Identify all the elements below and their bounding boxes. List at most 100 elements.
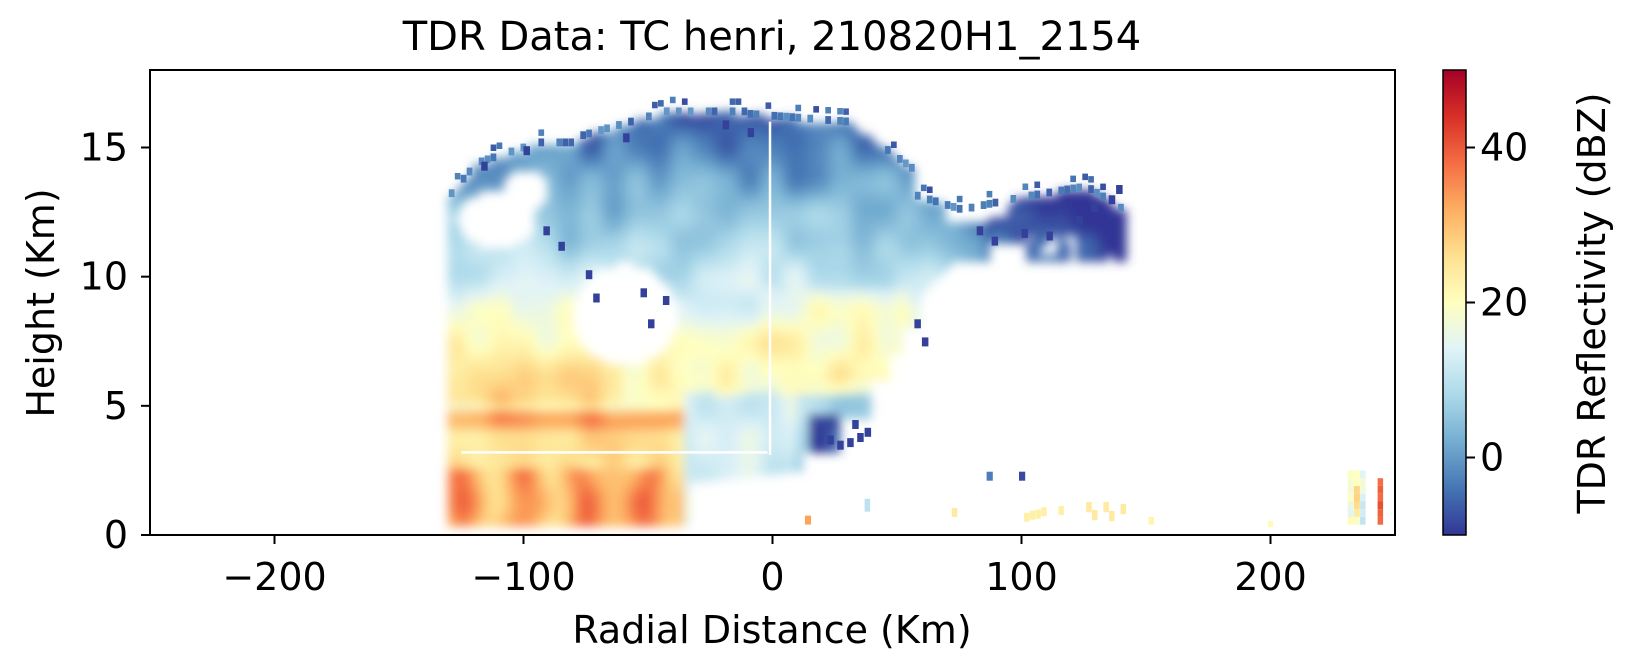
reflectivity-cell bbox=[727, 401, 735, 409]
reflectivity-cell bbox=[491, 312, 498, 320]
reflectivity-cell bbox=[540, 312, 548, 320]
reflectivity-cell bbox=[559, 261, 567, 269]
reflectivity-cell bbox=[702, 468, 710, 476]
reflectivity-cell bbox=[677, 299, 685, 307]
reflectivity-cell bbox=[547, 274, 554, 282]
reflectivity-cell bbox=[696, 359, 704, 367]
reflectivity-cell bbox=[802, 400, 810, 408]
reflectivity-cell bbox=[1095, 241, 1102, 249]
reflectivity-cell bbox=[908, 225, 915, 233]
reflectivity-cell bbox=[858, 380, 866, 388]
reflectivity-cell bbox=[484, 319, 492, 327]
reflectivity-cell bbox=[584, 254, 592, 262]
reflectivity-cell bbox=[522, 248, 530, 256]
reflectivity-cell bbox=[758, 197, 766, 205]
reflectivity-cell bbox=[746, 263, 754, 271]
reflectivity-cell bbox=[696, 340, 704, 348]
reflectivity-cell bbox=[615, 422, 623, 430]
reflectivity-cell bbox=[889, 263, 897, 271]
reflectivity-cell bbox=[727, 123, 735, 131]
reflectivity-cell bbox=[914, 191, 921, 200]
reflectivity-cell bbox=[758, 268, 766, 276]
reflectivity-cell bbox=[852, 289, 859, 297]
reflectivity-cell bbox=[877, 283, 884, 291]
reflectivity-cell bbox=[628, 203, 635, 211]
reflectivity-cell bbox=[715, 170, 722, 178]
reflectivity-cell bbox=[453, 448, 461, 456]
reflectivity-cell bbox=[460, 519, 467, 527]
reflectivity-cell bbox=[833, 445, 841, 453]
reflectivity-cell bbox=[783, 259, 791, 267]
reflectivity-cell bbox=[568, 138, 574, 147]
reflectivity-cell bbox=[478, 422, 486, 430]
reflectivity-cell bbox=[765, 384, 772, 392]
reflectivity-cell bbox=[858, 270, 866, 278]
reflectivity-cell bbox=[733, 465, 741, 473]
reflectivity-cell bbox=[715, 254, 722, 262]
reflectivity-cell bbox=[1347, 509, 1354, 517]
reflectivity-cell bbox=[565, 500, 573, 508]
reflectivity-cell bbox=[522, 338, 530, 346]
reflectivity-cell bbox=[553, 209, 561, 217]
reflectivity-cell bbox=[453, 454, 461, 462]
reflectivity-cell bbox=[821, 323, 828, 331]
reflectivity-cell bbox=[447, 416, 455, 424]
reflectivity-cell bbox=[951, 235, 959, 243]
reflectivity-cell bbox=[684, 467, 691, 475]
reflectivity-cell bbox=[796, 154, 803, 162]
reflectivity-cell bbox=[665, 144, 673, 152]
reflectivity-cell bbox=[715, 312, 722, 320]
reflectivity-cell bbox=[789, 239, 797, 247]
reflectivity-cell bbox=[671, 267, 679, 275]
reflectivity-cell bbox=[796, 167, 803, 175]
reflectivity-cell bbox=[609, 396, 617, 404]
reflectivity-cell bbox=[1070, 228, 1077, 236]
reflectivity-cell bbox=[540, 461, 548, 469]
reflectivity-cell bbox=[653, 157, 660, 165]
reflectivity-cell bbox=[603, 138, 610, 146]
reflectivity-cell bbox=[472, 416, 480, 424]
reflectivity-cell bbox=[523, 146, 530, 156]
reflectivity-cell bbox=[453, 248, 461, 256]
reflectivity-cell bbox=[833, 349, 841, 357]
reflectivity-cell bbox=[796, 290, 803, 298]
reflectivity-cell bbox=[783, 330, 791, 338]
reflectivity-cell bbox=[553, 442, 561, 450]
reflectivity-cell bbox=[497, 480, 505, 488]
reflectivity-cell bbox=[771, 305, 779, 313]
reflectivity-cell bbox=[808, 310, 816, 318]
reflectivity-cell bbox=[528, 157, 536, 165]
reflectivity-cell bbox=[580, 131, 586, 140]
reflectivity-cell bbox=[646, 409, 654, 417]
reflectivity-cell bbox=[765, 455, 772, 463]
reflectivity-cell bbox=[839, 231, 847, 239]
reflectivity-cell bbox=[982, 222, 990, 230]
reflectivity-cell bbox=[1107, 235, 1115, 243]
reflectivity-cell bbox=[870, 179, 878, 187]
reflectivity-cell bbox=[634, 364, 642, 372]
reflectivity-cell bbox=[833, 174, 841, 182]
reflectivity-cell bbox=[460, 403, 467, 411]
reflectivity-cell bbox=[559, 267, 567, 275]
reflectivity-cell bbox=[584, 235, 592, 243]
reflectivity-cell bbox=[565, 351, 573, 359]
reflectivity-cell bbox=[559, 429, 567, 437]
reflectivity-cell bbox=[491, 267, 498, 275]
reflectivity-cell bbox=[653, 196, 660, 204]
reflectivity-cell bbox=[646, 461, 654, 469]
reflectivity-cell bbox=[771, 286, 779, 294]
reflectivity-cell bbox=[796, 387, 803, 395]
reflectivity-cell bbox=[684, 364, 691, 372]
reflectivity-cell bbox=[677, 164, 685, 172]
reflectivity-cell bbox=[559, 332, 567, 340]
reflectivity-cell bbox=[659, 442, 666, 450]
reflectivity-cell bbox=[752, 243, 760, 251]
reflectivity-cell bbox=[1095, 235, 1102, 243]
reflectivity-cell bbox=[992, 198, 999, 207]
reflectivity-cell bbox=[534, 429, 542, 437]
reflectivity-cell bbox=[690, 385, 698, 393]
reflectivity-cell bbox=[565, 144, 573, 152]
reflectivity-cell bbox=[758, 391, 766, 399]
reflectivity-cell bbox=[528, 474, 536, 482]
